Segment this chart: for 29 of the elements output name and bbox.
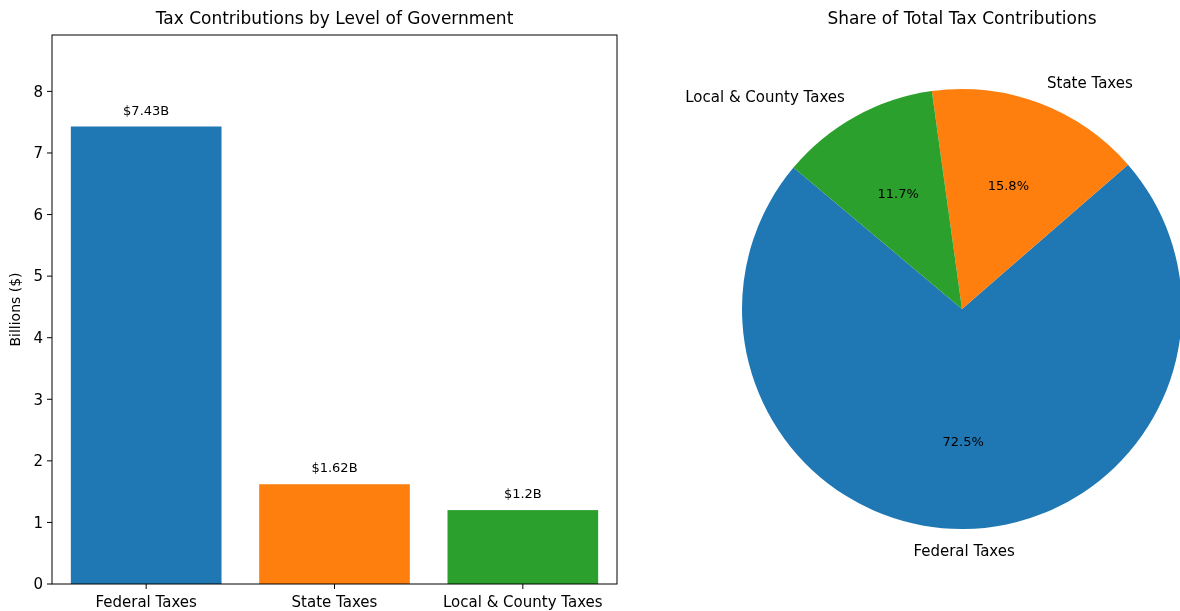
data-label: 72.5% [942,433,984,449]
data-label: $1.62B [311,460,358,476]
y-axis-title: Billions ($) [7,272,23,347]
y-tick-label: 7 [33,144,43,163]
bar [70,126,222,584]
slice-label: State Taxes [1046,73,1133,92]
y-tick-label: 6 [33,205,43,224]
x-tick-label: State Taxes [291,593,378,611]
data-label: $7.43B [123,102,170,118]
y-tick-label: 1 [33,513,43,532]
pie-slice [742,164,1180,529]
chart-title: Tax Contributions by Level of Government [154,8,514,28]
y-tick-label: 8 [33,82,43,101]
chart-title: Share of Total Tax Contributions [827,8,1097,28]
data-label: 15.8% [987,177,1030,193]
y-tick-label: 0 [33,575,43,594]
x-tick-label: Local & County Taxes [443,593,603,611]
slice-label: Local & County Taxes [685,88,846,107]
slice-label: Federal Taxes [913,542,1015,561]
y-tick-label: 4 [33,328,43,347]
data-label: $1.2B [503,486,542,502]
bar [259,484,410,584]
x-tick-label: Federal Taxes [95,593,198,611]
y-tick-label: 2 [33,452,43,471]
y-tick-label: 3 [33,390,43,409]
pie-slice [931,89,1129,309]
y-tick-label: 5 [33,267,43,286]
data-label: 11.7% [877,186,919,202]
bar [447,510,599,584]
